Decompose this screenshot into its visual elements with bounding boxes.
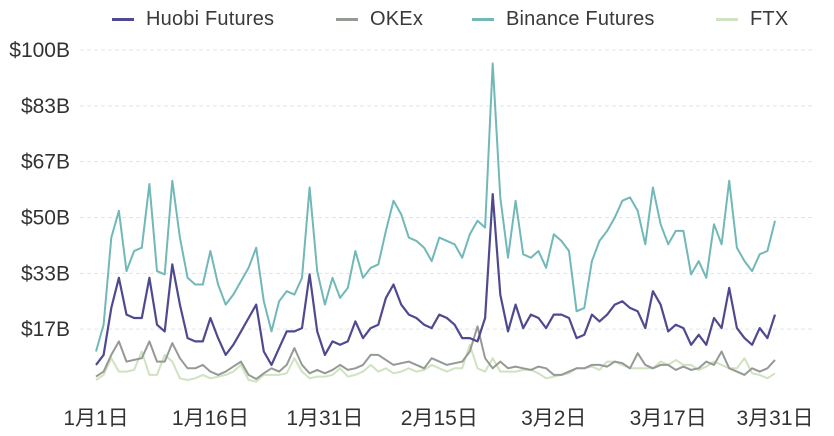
- x-tick-label: 1月16日: [172, 407, 249, 430]
- y-tick-label: $50B: [21, 207, 70, 230]
- y-tick-label: $100B: [9, 39, 70, 62]
- y-tick-label: $67B: [21, 151, 70, 174]
- legend-label-ftx: FTX: [750, 7, 789, 30]
- x-tick-label: 3月31日: [736, 407, 813, 430]
- x-axis-ticks: 1月1日 1月16日 1月31日 2月15日 3月2日 3月17日 3月31日: [63, 407, 813, 430]
- legend-item-okex: OKEx: [336, 4, 423, 34]
- x-tick-label: 1月1日: [63, 407, 128, 430]
- series-lines: [95, 62, 777, 383]
- y-tick-label: $83B: [21, 95, 70, 118]
- y-tick-label: $33B: [21, 262, 70, 285]
- legend-label-binance-futures: Binance Futures: [506, 7, 655, 30]
- y-tick-label: $17B: [21, 318, 70, 341]
- legend-item-huobi-futures: Huobi Futures: [112, 4, 274, 34]
- legend-label-huobi-futures: Huobi Futures: [146, 7, 275, 30]
- legend-swatch-okex: [336, 17, 358, 21]
- x-tick-label: 3月2日: [521, 407, 586, 430]
- series-line-huobi-futures: [95, 193, 777, 366]
- series-line-okex: [95, 325, 776, 380]
- legend-item-binance-futures: Binance Futures: [472, 4, 655, 34]
- y-axis-ticks: $17B $33B $50B $67B $83B $100B: [9, 39, 70, 341]
- x-tick-label: 2月15日: [401, 407, 478, 430]
- chart-legend: Huobi Futures OKEx Binance Futures FTX: [0, 4, 834, 34]
- legend-swatch-ftx: [716, 17, 738, 21]
- series-line-ftx: [95, 343, 776, 383]
- legend-swatch-binance-futures: [472, 17, 494, 21]
- x-tick-label: 3月17日: [630, 407, 707, 430]
- gridlines: [80, 49, 812, 330]
- legend-label-okex: OKEx: [370, 7, 424, 30]
- x-tick-label: 1月31日: [286, 407, 363, 430]
- legend-swatch-huobi-futures: [112, 17, 134, 21]
- legend-item-ftx: FTX: [716, 4, 788, 34]
- series-line-binance-futures: [95, 62, 776, 352]
